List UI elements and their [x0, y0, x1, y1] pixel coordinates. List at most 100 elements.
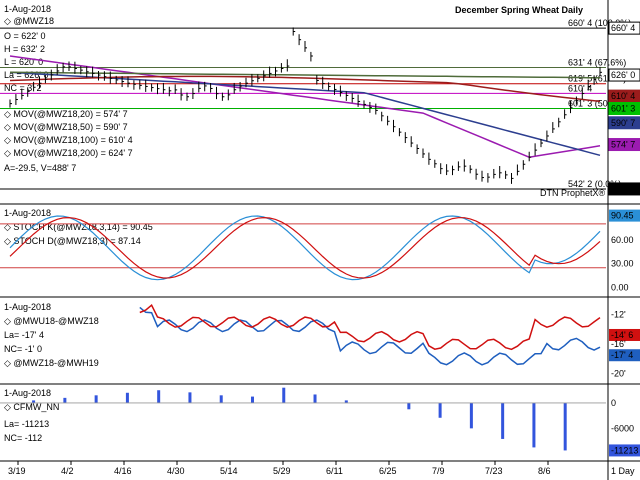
cot-bar [282, 387, 286, 403]
ohlc-last: La = 626' 0 [4, 70, 49, 80]
spread-axis-tags: -12' -14' 6-16'-17' 4 -20' [609, 310, 640, 379]
stochastic-panel: 1-Aug-2018 ◇ STOCH K(@MWZ18,3,14) = 90.4… [0, 208, 640, 293]
spread-axis-tick: -17' 4 [611, 350, 633, 360]
stoch-k-legend: ◇ STOCH K(@MWZ18,3,14) = 90.45 [4, 222, 153, 232]
stoch-axis-tags: 90.45 60.00 30.00 0.00 [609, 209, 640, 293]
cot-bar [219, 395, 223, 403]
stoch-axis-tick: 90.45 [611, 211, 634, 221]
stoch-line [9, 215, 601, 281]
spread-lines [139, 304, 601, 366]
ohlc-low: L = 620' 0 [4, 57, 43, 67]
fib-label: 601' 3 (50.0%) [568, 98, 626, 108]
stoch-lines [9, 215, 601, 281]
stoch-axis-tick: 30.00 [611, 259, 634, 269]
spread-axis-tag [609, 349, 640, 362]
cot-bar [188, 392, 192, 403]
spread-panel: 1-Aug-2018 ◇ @MWU18-@MWZ18 La= -17' 4 NC… [4, 302, 640, 379]
stoch-axis-tick: 60.00 [611, 235, 634, 245]
cot-axis-tag [609, 444, 640, 457]
cot-legend: ◇ CFMW_NN [4, 402, 59, 412]
fib-label: 660' 4 (100.0%) [568, 18, 631, 28]
cot-bar [407, 402, 411, 410]
cot-axis-tick: 0 [611, 398, 616, 408]
price-panel-date: 1-Aug-2018 [4, 4, 51, 14]
cot-bar [94, 395, 98, 403]
ohlc-high: H = 632' 2 [4, 44, 45, 54]
x-axis-tick: 7/23 [485, 466, 503, 476]
spread1-net-change: NC= -1' 0 [4, 344, 42, 354]
spread-panel-date: 1-Aug-2018 [4, 302, 51, 312]
spread2-legend: ◇ @MWZ18-@MWH19 [4, 358, 99, 368]
x-axis-tick: 3/19 [8, 466, 26, 476]
fib-label: 610' 4 [568, 83, 592, 93]
price-axis-tag-label: 660' 4 [611, 23, 635, 33]
cot-bars [0, 387, 606, 451]
moving-average-line [9, 75, 601, 103]
watermark: DTN ProphetX® [540, 188, 606, 198]
ma20-legend: ◇ MOV(@MWZ18,20) = 574' 7 [4, 109, 128, 119]
price-axis-tag-label: 626' 0 [611, 70, 635, 80]
stoch-d-legend: ◇ STOCH D(@MWZ18,3) = 87.14 [4, 236, 141, 246]
cot-bar [125, 392, 129, 403]
price-axis-tag-label: 542' 2 [611, 184, 635, 194]
cot-bar [313, 394, 317, 403]
price-axis-tag [608, 68, 640, 82]
price-bars [9, 27, 602, 184]
x-axis-tick: 6/11 [326, 466, 343, 476]
price-axis-tag [608, 101, 640, 115]
x-axis-tick: 5/14 [220, 466, 238, 476]
x-axis-tick: 5/29 [273, 466, 291, 476]
moving-average-lines [9, 55, 601, 158]
cot-bar [438, 402, 442, 418]
ma100-legend: ◇ MOV(@MWZ18,100) = 610' 4 [4, 135, 133, 145]
moving-average-line [9, 71, 601, 79]
cot-last: La= -11213 [4, 419, 49, 429]
spread-axis-tick: -12' [611, 310, 626, 320]
stoch-panel-date: 1-Aug-2018 [4, 208, 51, 218]
spread-axis-tick: -20' [611, 369, 626, 379]
cot-axis-tags: 0 -6000 -11213 [609, 398, 640, 457]
fib-label: 631' 4 (67.6%) [568, 58, 626, 68]
spread-axis-tag [609, 328, 640, 341]
price-axis-tag [608, 21, 640, 35]
chart-title: December Spring Wheat Daily [455, 5, 583, 15]
spread-axis-tick: -14' 6 [611, 330, 633, 340]
cot-bar [344, 400, 348, 403]
cot-bar [532, 402, 536, 448]
price-axis-tag-label: 590' 7 [611, 118, 635, 128]
price-axis-tag-label: 574' 7 [611, 140, 635, 150]
cot-bar [563, 402, 567, 451]
spread1-last: La= -17' 4 [4, 330, 44, 340]
cot-net-change: NC= -112 [4, 433, 42, 443]
stoch-reference-lines [0, 223, 606, 269]
x-axis-tick: 8/6 [538, 466, 551, 476]
x-axis-tick: 7/9 [432, 466, 445, 476]
cot-axis-tick: -6000 [611, 423, 634, 433]
cot-axis-tag-label: -11213 [611, 445, 638, 455]
ma50-legend: ◇ MOV(@MWZ18,50) = 590' 7 [4, 122, 128, 132]
price-axis-tag [608, 116, 640, 130]
spread-line [139, 304, 601, 351]
x-axis-tick: 4/30 [167, 466, 185, 476]
fib-label: 542' 2 (0.0%) [568, 179, 621, 189]
cot-bar [250, 396, 254, 403]
x-axis: 3/19 4/2 4/16 4/30 5/14 5/29 6/11 6/25 7/9 7/23 8/… [8, 461, 551, 476]
cot-bar [501, 402, 505, 439]
ohlc-open: O = 622' 0 [4, 31, 46, 41]
x-axis-tick: 4/16 [114, 466, 132, 476]
moving-average-line [9, 55, 601, 158]
fib-levels: 660' 4 (100.0%) 631' 4 (67.6%) 619' 5 (61.… [0, 18, 631, 190]
spread-axis-tick: -16' [611, 339, 626, 349]
cot-panel: 1-Aug-2018 ◇ CFMW_NN La= -11213 NC= -112… [0, 387, 640, 457]
stoch-axis-tag [609, 209, 640, 222]
price-panel: December Spring Wheat Daily 1-Aug-2018 ◇… [0, 4, 640, 198]
ohlc-net-change: NC = 3' 2 [4, 83, 42, 93]
price-axis-tag-label: 601' 3 [611, 103, 635, 113]
price-axis-tags: 660' 4 626' 0 610' 4 601' 3 590' 7 574' 7 542'… [608, 21, 640, 196]
price-symbol-label: ◇ @MWZ18 [4, 16, 54, 26]
price-axis-tag [608, 182, 640, 196]
cot-bar [32, 400, 36, 403]
stoch-axis-tick: 0.00 [611, 283, 629, 293]
